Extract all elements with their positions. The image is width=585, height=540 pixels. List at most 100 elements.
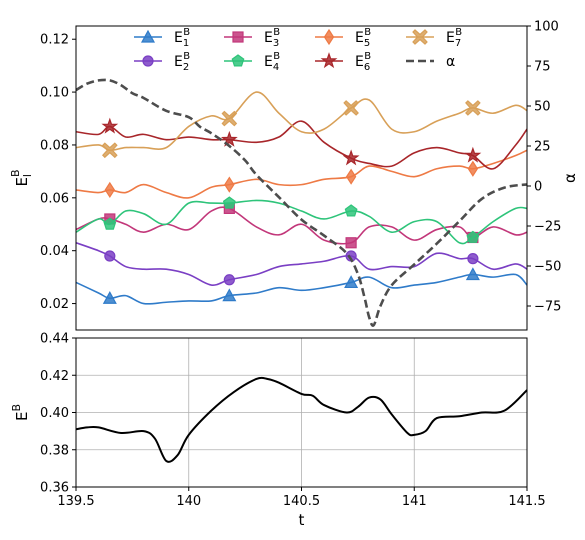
series-1-marker-1 bbox=[222, 288, 237, 302]
series-line-4 bbox=[76, 199, 527, 245]
legend-marker-6 bbox=[320, 52, 338, 69]
legend-entry-6: E6B bbox=[355, 51, 371, 73]
legend-entry-3: E3B bbox=[264, 27, 280, 49]
legend-entry-base: E bbox=[355, 54, 364, 70]
bottom-y-tick-label: 0.40 bbox=[40, 406, 69, 421]
bottom-series-group bbox=[75, 376, 528, 463]
legend-marker-3 bbox=[232, 31, 244, 43]
top-y-label-part: B bbox=[9, 169, 22, 177]
top-right-y-tick-label: 75 bbox=[534, 60, 551, 75]
legend-entry-sub: 2 bbox=[183, 62, 189, 73]
series-line-7 bbox=[76, 91, 527, 152]
series-line-6 bbox=[76, 120, 527, 170]
top-left-y-ticks: 0.02 0.04 0.06 0.08 0.10 0.12 bbox=[40, 33, 76, 312]
legend-marker-1 bbox=[140, 29, 156, 43]
series-5-marker-0 bbox=[104, 181, 116, 199]
legend-entry-base: E bbox=[264, 30, 273, 46]
top-right-y-axis-label: α bbox=[561, 173, 579, 183]
legend-entry-base: E bbox=[174, 54, 183, 70]
legend-entry-4: E4B bbox=[264, 51, 280, 73]
bottom-series-line bbox=[75, 376, 528, 463]
series-4-marker-1 bbox=[222, 196, 236, 209]
legend-marker-5 bbox=[323, 28, 335, 46]
legend-entry-sup: B bbox=[364, 27, 371, 38]
legend-entry-1: E1B bbox=[174, 27, 190, 49]
series-1-marker-3 bbox=[465, 267, 480, 281]
top-right-y-tick-label: 25 bbox=[534, 140, 551, 155]
legend-entry-sup: B bbox=[183, 27, 190, 38]
series-2-marker-1 bbox=[223, 274, 235, 286]
series-6-marker-1 bbox=[220, 130, 238, 147]
top-y-tick-label: 0.10 bbox=[40, 86, 69, 101]
top-y-tick-label: 0.12 bbox=[40, 33, 69, 48]
series-line-3 bbox=[76, 206, 527, 245]
top-y-tick-label: 0.02 bbox=[40, 297, 69, 312]
series-6-marker-3 bbox=[464, 146, 482, 163]
series-7-marker-0 bbox=[102, 142, 118, 159]
series-5-marker-2 bbox=[345, 168, 357, 185]
bottom-y-ticks: 0.36 0.38 0.40 0.42 0.44 bbox=[40, 332, 76, 496]
bottom-x-axis-label: t bbox=[299, 511, 305, 529]
top-right-y-tick-label: −25 bbox=[534, 220, 561, 235]
bottom-grid bbox=[75, 337, 528, 488]
bottom-y-tick-label: 0.42 bbox=[40, 369, 69, 384]
series-line-1 bbox=[76, 273, 527, 305]
bottom-x-tick-label: 141.5 bbox=[508, 494, 545, 509]
series-7-marker-1 bbox=[221, 110, 238, 127]
legend-entry-base: E bbox=[446, 30, 455, 46]
top-right-y-tick-label: −75 bbox=[534, 300, 561, 315]
legend-entry-base: E bbox=[355, 30, 364, 46]
legend-entry-sup: B bbox=[273, 27, 280, 38]
bottom-y-label-part: E bbox=[13, 412, 31, 421]
bottom-y-tick-label: 0.36 bbox=[40, 481, 69, 496]
bottom-x-tick-label: 139.5 bbox=[57, 494, 94, 509]
series-4-marker-3 bbox=[466, 230, 480, 243]
top-y-label-part: E bbox=[13, 177, 31, 186]
series-2-marker-3 bbox=[467, 253, 479, 265]
series-6-marker-0 bbox=[101, 117, 119, 134]
legend-entry-5: E5B bbox=[355, 27, 371, 49]
series-2-marker-0 bbox=[104, 250, 116, 262]
legend-entry-7: E7B bbox=[446, 27, 462, 49]
series-line-2 bbox=[76, 242, 527, 286]
legend-entry-sup: B bbox=[273, 51, 280, 62]
legend-marker-7 bbox=[412, 29, 428, 45]
legend-entry-sub: 1 bbox=[183, 38, 189, 49]
series-1-marker-0 bbox=[102, 291, 117, 304]
series-7-marker-3 bbox=[465, 100, 481, 116]
legend-entry-sub: 5 bbox=[364, 38, 370, 49]
legend-entry-sub: 4 bbox=[273, 62, 279, 73]
legend-entry-sub: 3 bbox=[273, 38, 279, 49]
top-y-label-part: l bbox=[21, 174, 34, 177]
series-7-marker-2 bbox=[343, 100, 359, 116]
bottom-y-tick-label: 0.38 bbox=[40, 443, 69, 458]
bottom-y-label-part: B bbox=[10, 404, 23, 412]
legend-entry-base: E bbox=[264, 54, 273, 70]
series-6-marker-2 bbox=[342, 149, 360, 166]
top-series-group bbox=[76, 78, 527, 327]
series-3-marker-2 bbox=[345, 237, 357, 249]
top-axes-frame bbox=[75, 25, 528, 331]
top-right-y-tick-label: 50 bbox=[534, 100, 551, 115]
legend-entry-base: E bbox=[174, 30, 183, 46]
series-4-marker-0 bbox=[103, 217, 117, 230]
bottom-x-tick-label: 140 bbox=[176, 494, 201, 509]
top-y-tick-label: 0.06 bbox=[40, 191, 69, 206]
top-y-tick-label: 0.04 bbox=[40, 244, 69, 259]
top-right-y-tick-label: −50 bbox=[534, 260, 561, 275]
series-line-5 bbox=[76, 149, 527, 199]
legend-marker-2 bbox=[142, 55, 154, 67]
series-5-marker-1 bbox=[224, 176, 235, 193]
bottom-y-tick-label: 0.44 bbox=[40, 332, 69, 347]
top-right-y-tick-label: 100 bbox=[534, 20, 559, 35]
legend-entry-base: α bbox=[446, 54, 455, 70]
bottom-x-ticks: 139.5 140 140.5 141 141.5 bbox=[57, 487, 546, 509]
bottom-panel: 0.36 0.38 0.40 0.42 0.44 139.5 140 140.5 141 141… bbox=[10, 332, 546, 530]
bottom-x-tick-label: 140.5 bbox=[283, 494, 320, 509]
series-4-marker-2 bbox=[344, 204, 358, 217]
series-1-marker-2 bbox=[344, 275, 359, 289]
legend-entry-sup: B bbox=[455, 27, 462, 38]
